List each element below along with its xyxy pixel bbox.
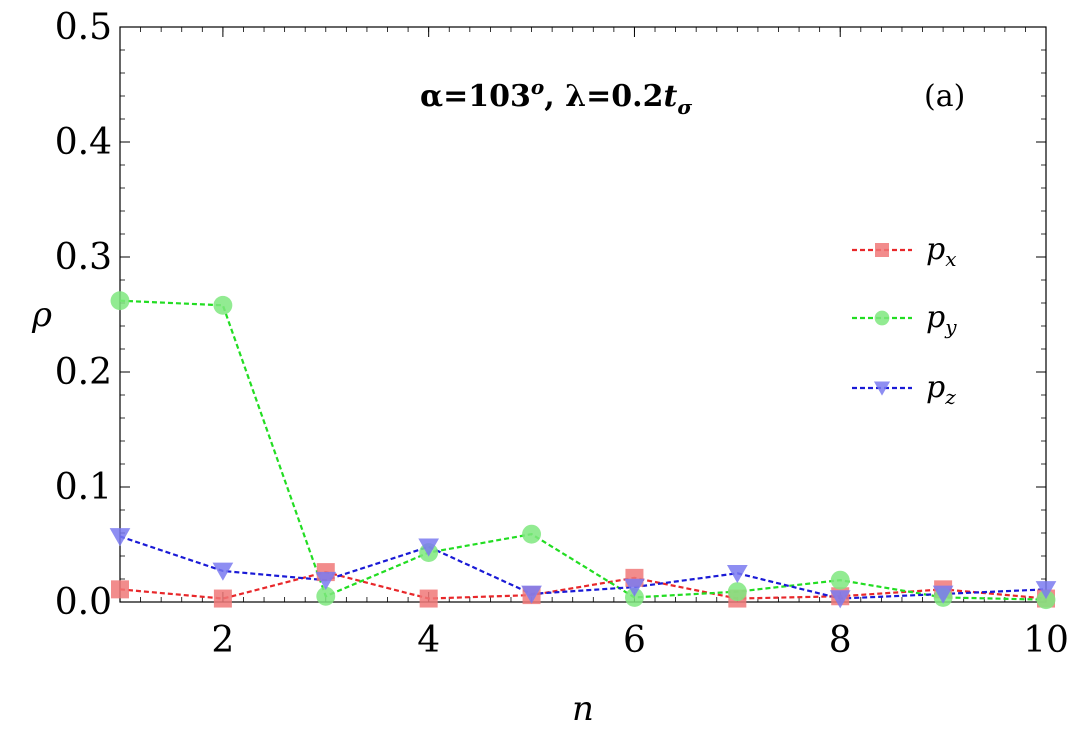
data-point-pz — [212, 562, 234, 581]
t-text: t — [663, 79, 677, 114]
lambda-text: λ=0.2 — [565, 79, 663, 114]
t-subscript: σ — [677, 95, 692, 119]
plot-frame — [119, 26, 1047, 603]
y-tick-label: 0.1 — [55, 467, 112, 508]
x-tick-label: 10 — [1023, 620, 1067, 661]
x-tick-label: 6 — [623, 620, 646, 661]
data-point-pz — [1035, 581, 1057, 600]
y-tick-label: 0.2 — [55, 352, 112, 393]
series-line-py — [119, 299, 1047, 601]
y-tick-label: 0.3 — [55, 237, 112, 278]
panel-label: (a) — [924, 79, 965, 114]
data-point-px — [111, 580, 129, 599]
data-point-pz — [109, 528, 131, 547]
x-tick-labels: 2 4 6 8 10 — [211, 620, 1067, 661]
y-axis-label: ρ — [31, 295, 52, 335]
y-tick-label: 0.5 — [55, 7, 112, 48]
series-markers — [109, 291, 1057, 610]
legend-marker — [875, 243, 889, 257]
data-point-pz — [624, 578, 645, 597]
x-tick-label: 8 — [829, 620, 852, 661]
data-point-py — [316, 586, 336, 606]
series-lines — [119, 299, 1047, 601]
data-point-px — [213, 589, 232, 608]
legend-label-main: p — [926, 300, 945, 335]
data-point-py — [213, 295, 233, 315]
y-tick-label: 0.0 — [55, 582, 112, 623]
data-point-py — [522, 524, 542, 544]
data-point-py — [1036, 590, 1056, 610]
legend-label: py — [926, 300, 957, 339]
x-axis-label: n — [572, 689, 594, 729]
legend-label-subscript: y — [944, 315, 957, 339]
x-tick-label: 4 — [417, 620, 440, 661]
x-tick-label: 2 — [211, 620, 234, 661]
data-point-pz — [726, 564, 748, 584]
y-tick-label: 0.4 — [55, 122, 112, 163]
parameter-annotation: α=103o, λ=0.2tσ — [420, 75, 692, 119]
alpha-superscript: o — [531, 75, 544, 99]
legend-label-main: p — [926, 370, 945, 405]
data-point-pz — [521, 585, 542, 604]
data-point-py — [830, 570, 850, 590]
data-point-py — [727, 582, 747, 602]
legend-marker — [874, 310, 890, 326]
series-line-pz — [119, 535, 1047, 600]
legend-label-main: p — [926, 232, 945, 267]
legend-label-subscript: z — [944, 385, 956, 409]
separator-text: , — [544, 79, 565, 114]
y-tick-labels: 0.0 0.1 0.2 0.3 0.4 0.5 — [55, 7, 112, 623]
legend-marker — [873, 381, 891, 396]
data-point-py — [110, 291, 130, 311]
legend-label-subscript: x — [945, 247, 956, 271]
data-point-pz — [829, 590, 851, 609]
series-line-px — [119, 570, 1047, 600]
data-point-px — [419, 589, 438, 608]
alpha-text: α=103 — [420, 79, 531, 114]
data-point-py — [624, 587, 644, 607]
legend-label: pz — [926, 370, 956, 409]
data-point-pz — [315, 571, 337, 590]
data-point-pz — [418, 538, 440, 557]
legend-label: px — [926, 232, 957, 271]
data-point-pz — [932, 585, 954, 604]
